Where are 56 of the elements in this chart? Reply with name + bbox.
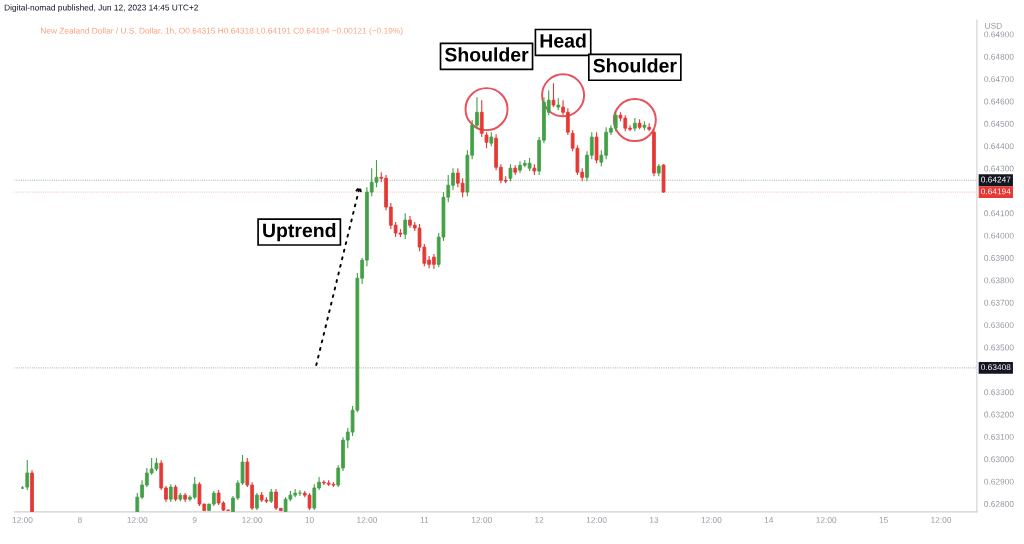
annotation: Head [540, 33, 586, 48]
candlestick [192, 476, 197, 500]
x-tick-label: 12:00 [816, 516, 837, 523]
y-tick-label: 0.64800 [984, 53, 1014, 60]
x-tick-label: 9 [192, 516, 197, 523]
y-tick-label: 0.62900 [984, 478, 1014, 485]
y-tick-label: 0.64700 [984, 76, 1014, 83]
y-tick-label: 0.63900 [984, 255, 1014, 261]
candlestick [479, 99, 484, 138]
annotation: Shoulder [593, 58, 677, 73]
x-tick-label: 11 [420, 517, 429, 523]
y-tick-label: 0.64600 [984, 98, 1014, 105]
ref-line-label: 0.63408 [981, 364, 1011, 371]
x-tick-label: 14 [764, 517, 774, 523]
y-tick-label: 0.64300 [984, 165, 1014, 172]
x-tick-label: 15 [879, 517, 888, 523]
ref-line-label: 0.64194 [981, 188, 1011, 195]
x-tick-label: 12:00 [586, 516, 607, 523]
ref-line-label: 0.64247 [981, 176, 1011, 183]
candlestick [613, 110, 618, 132]
candlestick [197, 481, 202, 507]
y-tick-label: 0.63200 [984, 411, 1014, 418]
annotation: Shoulder [444, 47, 529, 62]
candlestick [551, 82, 556, 108]
y-tick-label: 0.63100 [984, 433, 1014, 440]
x-tick-label: 12:00 [701, 516, 722, 523]
y-tick-label: 0.63000 [984, 456, 1014, 463]
y-tick-label: 0.64100 [984, 210, 1014, 217]
y-tick-label: 0.64500 [984, 120, 1014, 127]
x-tick-label: 10 [305, 516, 314, 523]
x-tick-label: 12 [535, 516, 544, 523]
x-tick-label: 12:00 [357, 516, 378, 523]
candlestick [25, 459, 30, 491]
y-tick-label: 0.64900 [984, 31, 1014, 38]
y-axis-title: USD [985, 22, 1002, 29]
x-tick-label: 12:00 [12, 516, 33, 523]
x-tick-label: 12:00 [242, 516, 263, 523]
text: New Zealand Dollar / U.S. Dollar, 1h, O0.64315 H0.64318 L0.64191 C0.64194 −0.00121 (−0.19%) [41, 27, 403, 36]
x-tick-label: 12:00 [471, 516, 492, 523]
candlestick [594, 131, 599, 164]
y-tick-label: 0.64400 [984, 143, 1014, 150]
candlestick [312, 483, 317, 511]
y-tick-label: 0.63500 [984, 344, 1014, 351]
chart-title: Digital-nomad published, Jun 12, 2023 14:45 UTC+2 [4, 4, 199, 13]
x-tick-label: 8 [77, 516, 82, 523]
y-tick-label: 0.63300 [984, 389, 1014, 396]
y-tick-label: 0.64000 [984, 232, 1014, 239]
x-tick-label: 12:00 [127, 516, 148, 523]
y-tick-label: 0.63700 [984, 299, 1014, 306]
x-tick-label: 13 [649, 516, 659, 523]
candlestick [403, 212, 408, 240]
y-tick-label: 0.63600 [984, 322, 1014, 329]
annotation: Uptrend [263, 223, 336, 242]
y-tick-label: 0.63800 [984, 277, 1014, 284]
y-tick-label: 0.62800 [984, 501, 1014, 507]
x-tick-label: 12:00 [931, 516, 952, 523]
